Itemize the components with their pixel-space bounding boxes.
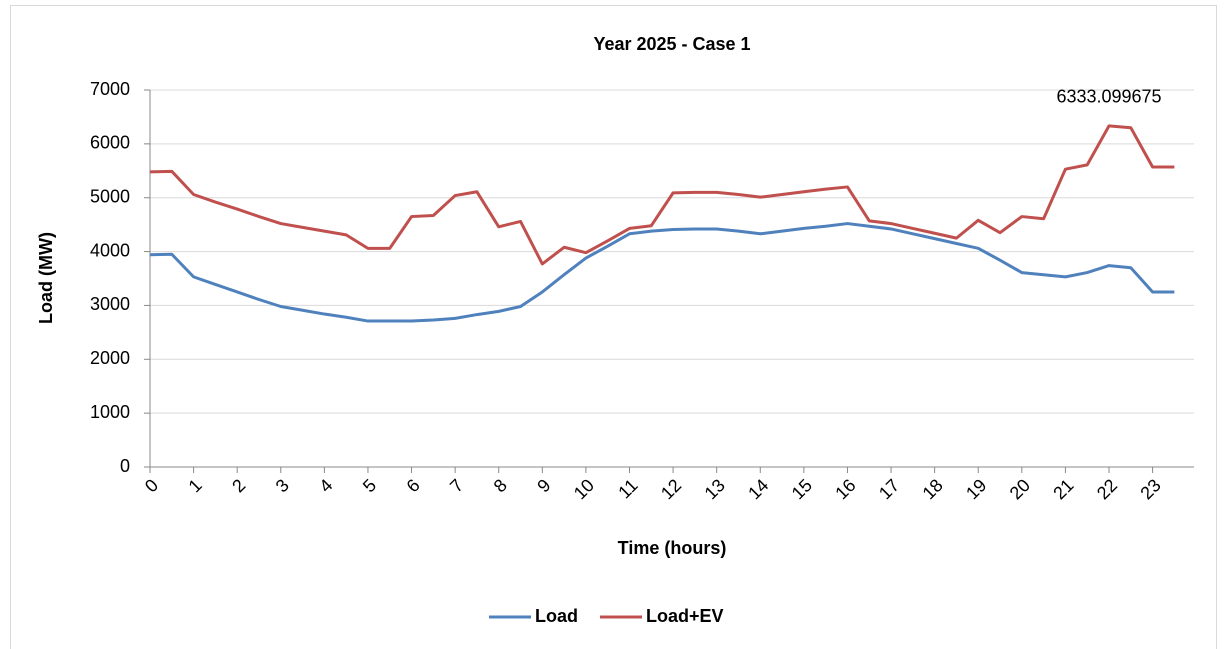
legend-label: Load: [535, 606, 578, 626]
legend-label: Load+EV: [646, 606, 724, 626]
series-line: [149, 124, 1175, 266]
y-tick-label: 0: [120, 456, 130, 476]
y-tick-label: 6000: [90, 133, 130, 153]
x-axis-title: Time (hours): [618, 538, 727, 558]
y-tick-label: 7000: [90, 79, 130, 99]
y-tick-label: 5000: [90, 186, 130, 206]
y-tick-label: 3000: [90, 294, 130, 314]
chart-border: [10, 5, 1217, 649]
data-label: 6333.099675: [1056, 87, 1161, 107]
y-tick-label: 4000: [90, 240, 130, 260]
y-tick-label: 2000: [90, 348, 130, 368]
y-tick-label: 1000: [90, 402, 130, 422]
series-line: [149, 222, 1175, 323]
y-axis-title: Load (MW): [36, 232, 56, 324]
chart-title: Year 2025 - Case 1: [593, 34, 750, 54]
